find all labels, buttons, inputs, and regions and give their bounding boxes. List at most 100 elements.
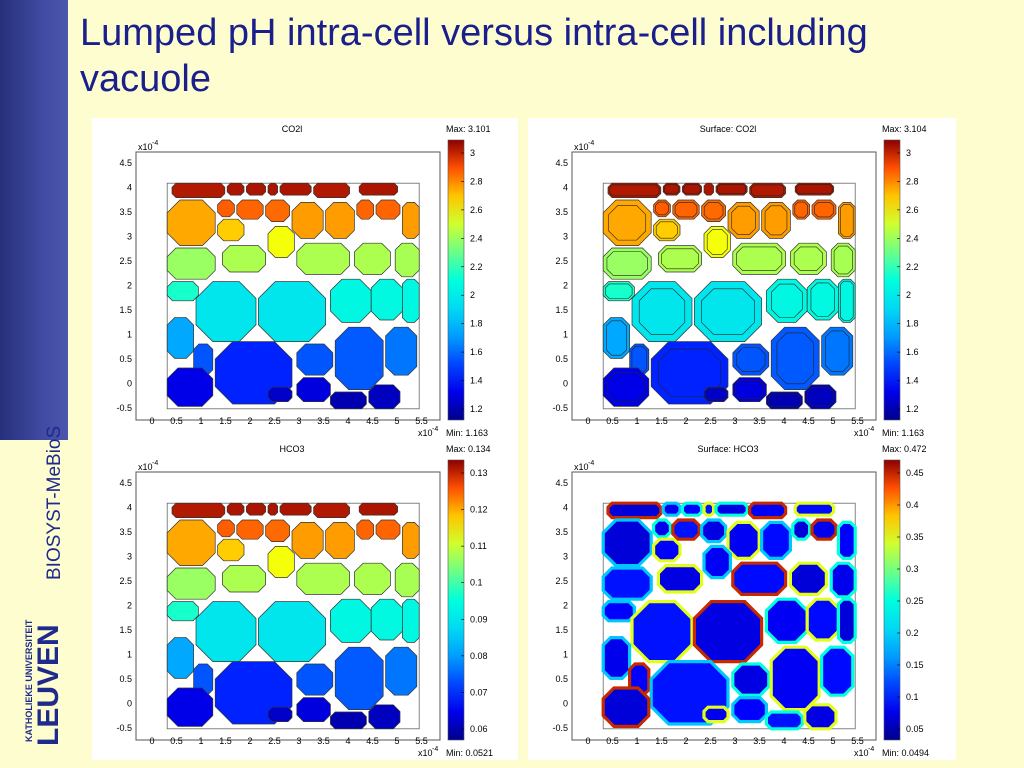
x-tick-label: 4	[345, 736, 350, 746]
colorbar-tick-label: 0.3	[906, 564, 919, 574]
vacuole-outline	[768, 393, 801, 408]
cell-mark	[358, 182, 398, 196]
colorbar-tick-label: 0.2	[906, 628, 919, 638]
vacuole-outline	[840, 204, 854, 237]
cell-mark	[820, 645, 855, 697]
cell-mark	[402, 598, 420, 643]
cell-mark	[296, 562, 350, 595]
y-tick-label: 3	[127, 232, 132, 242]
cell-mark	[700, 518, 728, 544]
vacuole-outline	[735, 380, 764, 400]
x-tick-label: 5.5	[415, 416, 428, 426]
vacuole-outline	[731, 205, 756, 235]
y-tick-label: -0.5	[116, 723, 132, 733]
colorbar-tick-label: 1.2	[906, 404, 919, 414]
y-tick-label: 0.5	[555, 354, 568, 364]
vacuole-outline	[814, 202, 834, 218]
cell-mark	[601, 518, 653, 568]
cell-mark	[601, 600, 636, 623]
cell-mark	[732, 377, 767, 402]
vacuole-outline	[608, 205, 647, 241]
cell-mark	[631, 281, 693, 342]
colorbar-tick-label: 2.4	[470, 233, 483, 243]
x-tick-label: 1.5	[655, 416, 668, 426]
cell-mark	[267, 502, 278, 516]
cell-mark	[714, 501, 749, 517]
y-tick-label: 4.5	[555, 158, 568, 168]
x-exponent-power: -4	[868, 746, 874, 753]
cell-mark	[226, 502, 245, 516]
y-tick-label: 0.5	[119, 674, 132, 684]
vacuole-outline	[655, 201, 669, 216]
x-tick-label: 3.5	[317, 416, 330, 426]
x-exponent-label: x10	[854, 428, 869, 438]
vacuole-outline	[683, 184, 701, 195]
colorbar-min-label: Min: 1.163	[882, 428, 924, 438]
y-tick-label: -0.5	[552, 403, 568, 413]
colorbar-tick-label: 1.8	[906, 319, 919, 329]
y-tick-label: 4	[127, 183, 132, 193]
x-tick-label: 4	[781, 736, 786, 746]
y-tick-label: 2	[563, 601, 568, 611]
y-exponent-power: -4	[152, 140, 158, 147]
cell-mark	[296, 697, 331, 722]
x-tick-label: 2	[247, 736, 252, 746]
cell-mark	[702, 544, 732, 580]
cell-mark	[671, 518, 701, 541]
cell-mark	[731, 561, 788, 596]
cell-mark	[680, 501, 704, 517]
colorbar	[883, 139, 901, 421]
vacuole-outline	[607, 372, 645, 403]
colorbar-tick-label: 0.06	[470, 724, 488, 734]
x-tick-label: 5.5	[851, 736, 864, 746]
cell-mark	[354, 562, 391, 595]
colorbar-tick-label: 0.15	[906, 660, 924, 670]
cell-mark	[732, 242, 786, 275]
x-tick-label: 0.5	[170, 416, 183, 426]
y-tick-label: -0.5	[116, 403, 132, 413]
cell-mark	[821, 326, 854, 376]
y-tick-label: 0	[563, 699, 568, 709]
cell-mark	[279, 502, 312, 516]
cell-mark	[764, 710, 804, 731]
cell-mark	[330, 598, 372, 643]
cell-mark	[838, 278, 856, 323]
cell-mark	[291, 202, 324, 239]
vacuole-outline	[609, 184, 660, 197]
cell-mark	[385, 646, 418, 696]
cell-mark	[793, 501, 836, 517]
y-exponent-power: -4	[588, 140, 594, 147]
cell-mark	[602, 317, 630, 359]
cell-mark	[694, 281, 762, 342]
cell-mark	[222, 245, 266, 273]
cell-mark	[291, 522, 324, 559]
cell-mark	[806, 278, 839, 321]
colorbar-max-label: Max: 0.134	[446, 444, 491, 454]
cell-mark	[653, 199, 671, 218]
cell-mark	[375, 519, 401, 540]
colorbar-tick-label: 1.8	[470, 319, 483, 329]
cell-mark	[226, 182, 245, 196]
x-tick-label: 5	[830, 736, 835, 746]
cell-mark	[368, 384, 401, 410]
plot-title: Surface: CO2l	[700, 124, 757, 134]
cell-mark	[296, 242, 350, 275]
colorbar-tick-label: 0.09	[470, 614, 488, 624]
colorbar-tick-label: 2.2	[906, 262, 919, 272]
x-tick-label: 1.5	[219, 736, 232, 746]
x-tick-label: 1	[634, 416, 639, 426]
x-exponent-label: x10	[418, 748, 433, 758]
colorbar-tick-label: 0.07	[470, 687, 488, 697]
x-tick-label: 4.5	[802, 416, 815, 426]
cell-mark	[658, 245, 702, 273]
cell-mark	[727, 202, 760, 239]
logo-big-text: LEUVEN	[32, 624, 62, 746]
x-tick-label: 5.5	[851, 416, 864, 426]
cell-mark	[334, 326, 384, 390]
y-tick-label: -0.5	[552, 723, 568, 733]
cell-mark	[370, 598, 403, 641]
x-tick-label: 0	[149, 416, 154, 426]
colorbar-tick-label: 2.8	[906, 176, 919, 186]
cell-mark	[375, 199, 401, 220]
y-tick-label: 2.5	[119, 256, 132, 266]
